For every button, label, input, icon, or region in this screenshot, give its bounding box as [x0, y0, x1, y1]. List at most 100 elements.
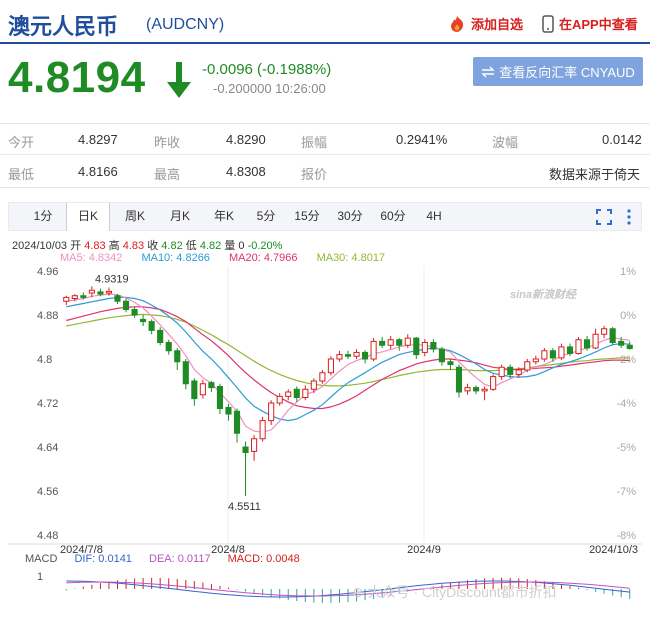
price-change: -0.0096 (-0.1988%) [202, 61, 332, 78]
ma-legend: MA5: 4.8342 MA10: 4.8266 MA20: 4.7966 MA… [60, 252, 401, 264]
macd-value: MACD: 0.0048 [227, 553, 300, 565]
current-price: 4.8194 [8, 53, 146, 102]
candle-body [532, 358, 539, 363]
candle-body [575, 339, 582, 354]
candle-body [370, 340, 377, 360]
candle-body [507, 366, 514, 375]
ma10-value: MA10: 4.8266 [141, 252, 210, 264]
tab-60min[interactable]: 60分 [380, 209, 406, 223]
close-value: 4.82 [161, 240, 183, 252]
candle-body [319, 372, 326, 382]
y-tick-label-right: 0% [620, 310, 636, 322]
reverse-rate-button[interactable]: 查看反向汇率 CNYAUD [473, 57, 643, 86]
candle-body [498, 366, 505, 378]
candle-body [165, 342, 172, 352]
tab-monthly[interactable]: 月K [169, 209, 190, 223]
candle-body [208, 382, 215, 389]
tab-30min[interactable]: 30分 [337, 209, 363, 223]
stat-value-amplitude: 0.2941% [396, 132, 448, 147]
candle-body [396, 339, 403, 346]
high-value: 4.83 [122, 240, 145, 252]
period-tabs: 1分 日K 周K 月K 年K 5分 15分 30分 60分 4H [8, 202, 642, 231]
tab-15min[interactable]: 15分 [294, 209, 320, 223]
currency-code: (AUDCNY) [146, 16, 225, 33]
max-annotation: 4.9319 [95, 273, 129, 285]
ma10-line [66, 296, 630, 422]
stat-label-prev-close: 昨收 [154, 135, 181, 150]
candle-body [310, 380, 317, 390]
candle-body [438, 348, 445, 363]
tab-4h[interactable]: 4H [426, 209, 442, 223]
candle-body [122, 300, 130, 310]
y-tick-label: 4.64 [37, 442, 58, 454]
candle-body [472, 387, 480, 392]
volume-label: 量 [224, 240, 236, 252]
stat-label-range: 波幅 [492, 135, 519, 150]
more-options-icon[interactable] [626, 209, 632, 225]
candle-body [566, 346, 574, 355]
candle-date: 2024/10/03 [12, 240, 68, 252]
x-tick-label: 2024/7/8 [60, 544, 103, 556]
candle-body [524, 361, 531, 371]
stat-value-open: 4.8297 [78, 132, 118, 147]
candle-body [276, 395, 283, 404]
candle-body [609, 328, 616, 343]
candle-body [541, 350, 548, 360]
low-value: 4.82 [199, 240, 222, 252]
flame-icon [451, 15, 464, 32]
down-arrow-icon [167, 62, 191, 98]
tab-1min[interactable]: 1分 [33, 209, 53, 223]
tab-daily[interactable]: 日K [66, 203, 110, 231]
y-tick-label: 4.88 [37, 310, 58, 322]
add-favorite-label: 添加自选 [471, 17, 524, 32]
candlestick-chart[interactable]: 4.96 1%4.88 0%4.8 -2%4.72 -4%4.64 -5%4.56 -7%4… [0, 262, 650, 618]
candle-body [344, 354, 352, 357]
candle-body [592, 333, 599, 349]
y-tick-label: 4.48 [37, 530, 58, 542]
y-tick-label: 4.72 [37, 398, 58, 410]
high-label: 高 [108, 240, 120, 252]
phone-icon [542, 14, 554, 33]
candle-body [336, 354, 343, 360]
candle-body [182, 361, 189, 385]
candle-body [302, 388, 309, 398]
x-tick-label: 2024/9 [407, 544, 441, 556]
candle-body [233, 410, 241, 434]
candle-body [174, 350, 181, 363]
candle-body [157, 329, 164, 344]
fullscreen-icon[interactable] [596, 209, 612, 225]
view-in-app-button[interactable]: 在APP中查看 [542, 14, 638, 33]
candle-body [131, 309, 138, 316]
candle-body [293, 388, 300, 398]
dea-line [66, 581, 630, 597]
macd-axis-label: 1 [37, 571, 43, 583]
stats-row: 最低 4.8166 最高 4.8308 报价 数据来源于倚天 [0, 156, 650, 188]
y-tick-label: 4.56 [37, 486, 58, 498]
page-title: 澳元人民币 [8, 14, 119, 39]
dif-value: DIF: 0.0141 [74, 553, 132, 565]
stat-value-range: 0.0142 [602, 132, 642, 147]
candle-body [455, 366, 463, 393]
ma5-value: MA5: 4.8342 [60, 252, 123, 264]
dea-value: DEA: 0.0117 [149, 553, 211, 565]
candle-body [430, 342, 437, 350]
candle-body [447, 361, 454, 365]
tab-5min[interactable]: 5分 [256, 209, 276, 223]
add-favorite-button[interactable]: 添加自选 [447, 14, 523, 33]
close-label: 收 [147, 240, 159, 252]
header-bar: 澳元人民币 (AUDCNY) 添加自选 在APP中查看 [0, 0, 650, 44]
candle-body [387, 339, 394, 346]
candle-info: 2024/10/03 开 4.83 高 4.83 收 4.82 低 4.82 量… [12, 237, 282, 253]
candle-body [216, 386, 224, 409]
candle-body [618, 340, 625, 346]
candle-body [285, 391, 292, 397]
candle-body [63, 296, 70, 302]
candle-body [199, 383, 206, 396]
tab-yearly[interactable]: 年K [213, 209, 234, 223]
quote-time: -0.200000 10:26:00 [213, 81, 326, 96]
y-tick-label-right: 1% [620, 266, 636, 278]
tab-weekly[interactable]: 周K [124, 209, 145, 223]
ma20-value: MA20: 4.7966 [229, 252, 298, 264]
watermark-text: ⊕ 大众号 · CityDiscount都市折扣 [352, 584, 557, 600]
view-in-app-label: 在APP中查看 [559, 17, 638, 32]
